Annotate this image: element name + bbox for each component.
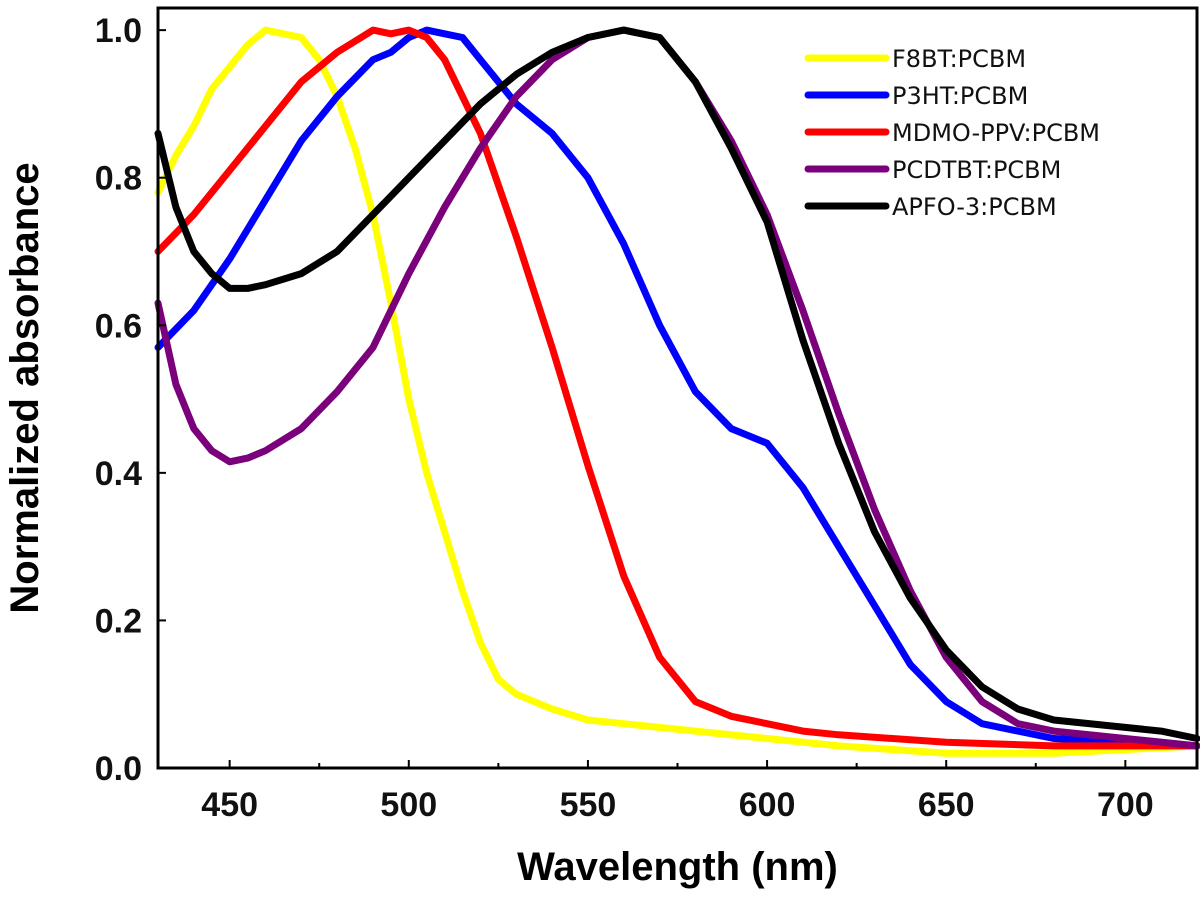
legend-label: PCDTBT:PCBM bbox=[892, 156, 1061, 184]
y-tick-label: 1.0 bbox=[95, 12, 142, 50]
y-tick-label: 0.8 bbox=[95, 160, 142, 198]
series-line-3 bbox=[154, 26, 1200, 750]
y-tick-label: 0.0 bbox=[95, 750, 142, 788]
series-line-2 bbox=[154, 26, 1200, 750]
x-tick-label: 450 bbox=[201, 786, 258, 824]
plot-lines bbox=[154, 26, 1200, 757]
x-axis-title: Wavelength (nm) bbox=[517, 845, 838, 889]
series-line-5 bbox=[154, 26, 1200, 742]
x-tick-label: 550 bbox=[560, 786, 617, 824]
legend-label: P3HT:PCBM bbox=[892, 82, 1028, 110]
legend-label: APFO-3:PCBM bbox=[892, 193, 1057, 221]
y-tick-label: 0.4 bbox=[95, 455, 142, 493]
x-tick-label: 700 bbox=[1097, 786, 1154, 824]
tick-labels: 450 500 550 600 650 700 0.0 0.2 0.4 0.6 0.8 1.0 bbox=[95, 12, 1154, 824]
axis-ticks bbox=[158, 29, 1127, 769]
y-tick-label: 0.2 bbox=[95, 602, 142, 640]
series-line-1 bbox=[154, 26, 1200, 757]
x-tick-label: 600 bbox=[739, 786, 796, 824]
legend-label: MDMO-PPV:PCBM bbox=[892, 119, 1100, 147]
legend-label: F8BT:PCBM bbox=[892, 45, 1026, 73]
y-axis-title: Normalized absorbance bbox=[3, 162, 47, 613]
x-tick-label: 650 bbox=[918, 786, 975, 824]
legend: F8BT:PCBM P3HT:PCBM MDMO-PPV:PCBM PCDTBT:PC… bbox=[804, 45, 1100, 221]
y-tick-label: 0.6 bbox=[95, 307, 142, 345]
x-tick-label: 500 bbox=[380, 786, 437, 824]
